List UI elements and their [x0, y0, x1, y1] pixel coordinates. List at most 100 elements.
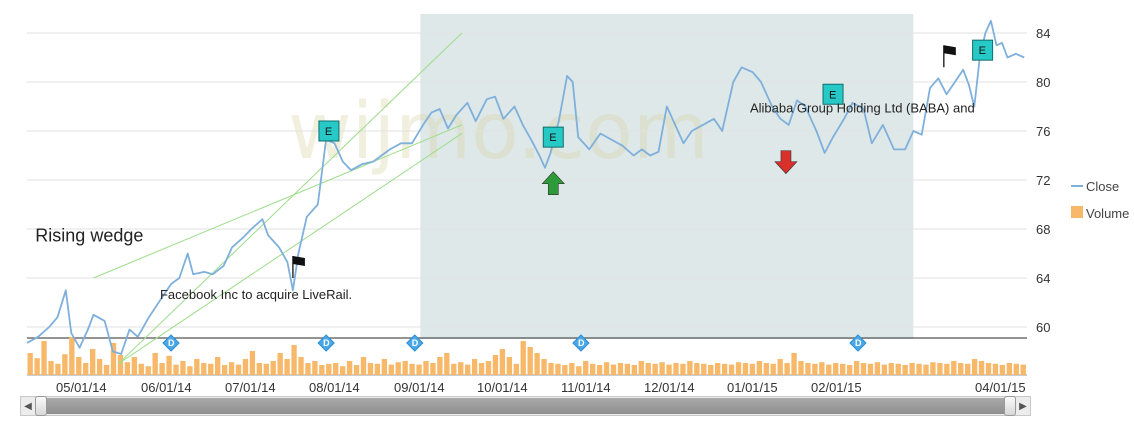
earnings-marker-label: E	[549, 132, 556, 144]
scroll-right-arrow-icon[interactable]: ▶	[1019, 400, 1027, 412]
highlight-range-band	[420, 14, 914, 339]
volume-bar	[777, 359, 783, 375]
volume-bar	[430, 363, 436, 375]
legend-label: Close	[1086, 179, 1119, 194]
volume-bar	[131, 357, 138, 375]
volume-bar	[395, 362, 401, 375]
volume-bar	[402, 361, 408, 375]
range-start-handle[interactable]	[35, 396, 47, 416]
volume-bar	[784, 363, 790, 375]
volume-bar	[596, 365, 603, 375]
y-tick-label: 84	[1036, 26, 1050, 41]
volume-bar	[958, 363, 964, 375]
volume-bar	[90, 349, 96, 375]
pattern-label: Rising wedge	[35, 225, 143, 245]
legend-swatch-volume	[1071, 206, 1083, 218]
volume-bar	[458, 362, 464, 375]
gridlines	[27, 32, 1027, 376]
volume-bar	[374, 363, 381, 375]
volume-bar	[409, 363, 415, 375]
volume-bar	[62, 354, 68, 375]
volume-bar	[610, 364, 617, 375]
volume-bar	[41, 341, 47, 375]
dividend-marker-label: D	[412, 338, 419, 348]
range-scrollbar[interactable]: ◀ ▶	[20, 396, 1031, 416]
volume-bar	[180, 361, 186, 375]
volume-bar	[756, 361, 763, 375]
volume-bar	[499, 349, 506, 375]
volume-bar	[208, 363, 214, 375]
x-tick-label: 09/01/14	[394, 380, 445, 395]
volume-bar	[763, 363, 769, 375]
x-tick-label: 10/01/14	[477, 380, 528, 395]
watermark-text: wijmo.com	[288, 87, 709, 177]
volume-bar	[590, 363, 596, 375]
x-tick-label: 05/01/14	[56, 380, 107, 395]
x-tick-label: 08/01/14	[309, 380, 360, 395]
volume-bar	[465, 364, 471, 375]
volume-bar	[555, 363, 561, 375]
legend: Close Volume	[1071, 179, 1129, 221]
scroll-left-arrow-icon[interactable]: ◀	[24, 400, 32, 412]
volume-bar	[1006, 363, 1013, 375]
range-end-handle[interactable]	[1004, 396, 1016, 416]
volume-bar	[978, 361, 985, 375]
x-tick-label: 06/01/14	[141, 380, 192, 395]
volume-bar	[69, 337, 75, 375]
volume-bar	[291, 345, 297, 375]
volume-bar	[138, 363, 144, 375]
volume-bar	[506, 357, 513, 375]
volume-bar	[152, 353, 158, 375]
volume-bar	[721, 363, 728, 375]
up-arrow-icon	[541, 171, 565, 195]
dividend-marker-icon	[406, 334, 424, 352]
earnings-marker-icon	[542, 126, 564, 148]
volume-bar	[902, 365, 908, 375]
volume-bar	[680, 363, 686, 375]
volume-bar	[541, 359, 547, 375]
dividend-marker-icon	[849, 334, 867, 352]
volume-bar	[701, 363, 707, 375]
volume-bar	[798, 361, 804, 375]
volume-bar	[513, 363, 519, 375]
down-arrow-icon	[774, 150, 798, 175]
flag-icon	[943, 45, 956, 56]
flag-icon	[292, 256, 305, 266]
volume-bar	[840, 363, 846, 375]
volume-bar	[965, 363, 971, 375]
volume-bar	[833, 363, 839, 375]
volume-bar	[791, 353, 797, 375]
volume-bar	[645, 363, 651, 375]
volume-bar	[34, 358, 40, 375]
volume-bar	[631, 365, 638, 375]
highlight-range-layer	[420, 14, 914, 339]
annotations: Facebook Inc to acquire LiveRail. Alibaba…	[35, 101, 974, 302]
earnings-marker-label: E	[325, 126, 332, 138]
volume-bar	[624, 363, 631, 375]
y-axis: 60 64 68 72 76 80 84	[1036, 26, 1050, 335]
dividend-marker-label: D	[578, 338, 585, 348]
news-annotation: Facebook Inc to acquire LiveRail.	[160, 287, 352, 302]
volume-bar	[48, 361, 54, 375]
volume-bar	[201, 363, 207, 375]
legend-label: Volume	[1086, 206, 1129, 221]
volume-bar	[749, 363, 756, 375]
x-tick-label: 04/01/15	[975, 380, 1026, 395]
volume-bar	[492, 355, 499, 375]
volume-bar	[916, 363, 922, 375]
volume-bar	[263, 363, 269, 375]
volume-bar	[819, 362, 825, 375]
dividend-marker-icon	[162, 334, 180, 352]
volume-bar	[617, 363, 624, 375]
dividend-marker-label: D	[168, 338, 175, 348]
range-selector-track[interactable]	[35, 396, 1016, 416]
earnings-marker-icon	[972, 39, 994, 61]
volume-bar	[145, 366, 151, 375]
volume-bar	[944, 363, 950, 375]
volume-bar	[124, 362, 131, 375]
volume-bar	[1013, 363, 1019, 375]
volume-bar	[159, 363, 165, 375]
volume-bar	[326, 363, 332, 375]
earnings-marker-icon	[822, 83, 844, 105]
